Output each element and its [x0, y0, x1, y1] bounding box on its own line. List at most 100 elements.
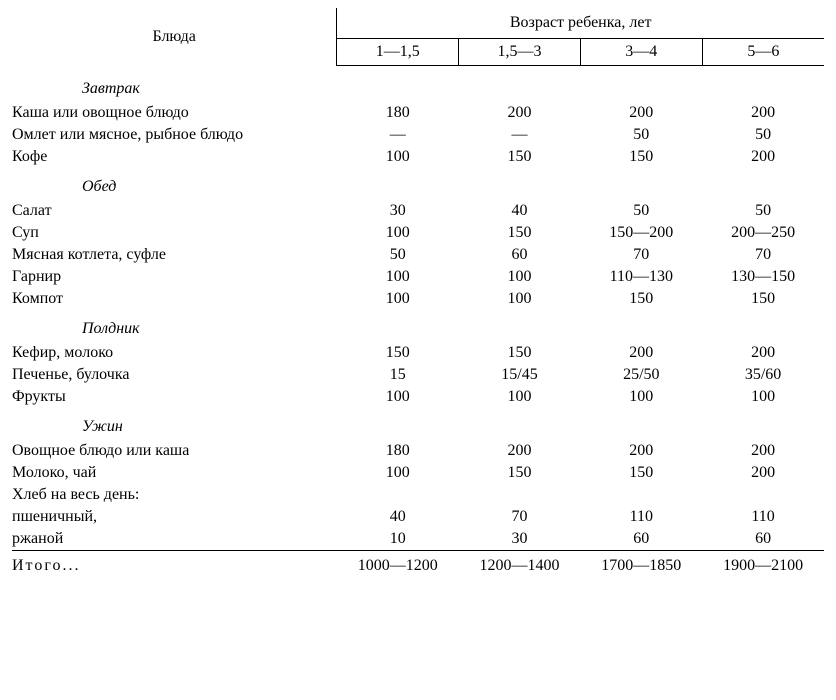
totals-cell: 1900—2100	[702, 551, 824, 578]
cell: 50	[580, 124, 702, 146]
meal-portions-table: Блюда Возраст ребенка, лет 1—1,5 1,5—3 3…	[12, 8, 824, 577]
cell: 110	[580, 506, 702, 528]
cell: 100	[337, 222, 459, 244]
totals-label: Итого...	[12, 551, 337, 578]
cell: 70	[459, 506, 581, 528]
section-title: Полдник	[12, 310, 824, 342]
section-title: Ужин	[12, 408, 824, 440]
dish-name: Компот	[12, 288, 337, 310]
table-row: Печенье, булочка 15 15/45 25/50 35/60	[12, 364, 824, 386]
cell: 150	[459, 146, 581, 168]
cell: 100	[459, 288, 581, 310]
table-row: Кофе 100 150 150 200	[12, 146, 824, 168]
cell	[337, 484, 459, 506]
dish-name: Каша или овощное блюдо	[12, 102, 337, 124]
totals-cell: 1200—1400	[459, 551, 581, 578]
cell: 200	[459, 440, 581, 462]
cell	[580, 484, 702, 506]
header-dishes: Блюда	[12, 8, 337, 66]
dish-name: Омлет или мясное, рыбное блюдо	[12, 124, 337, 146]
table-row: Хлеб на весь день:	[12, 484, 824, 506]
dish-name: ржаной	[12, 528, 337, 551]
table-row: Мясная котлета, суфле 50 60 70 70	[12, 244, 824, 266]
cell: 150—200	[580, 222, 702, 244]
cell: 100	[337, 462, 459, 484]
cell: 15/45	[459, 364, 581, 386]
cell: 110—130	[580, 266, 702, 288]
cell: 200	[702, 102, 824, 124]
cell: 30	[337, 200, 459, 222]
dish-name: Овощное блюдо или каша	[12, 440, 337, 462]
table-row: Омлет или мясное, рыбное блюдо — — 50 50	[12, 124, 824, 146]
table-header: Блюда Возраст ребенка, лет 1—1,5 1,5—3 3…	[12, 8, 824, 66]
cell: 150	[459, 342, 581, 364]
cell: 150	[580, 462, 702, 484]
cell: 10	[337, 528, 459, 551]
dish-name: Фрукты	[12, 386, 337, 408]
table-row: Суп 100 150 150—200 200—250	[12, 222, 824, 244]
header-age-super: Возраст ребенка, лет	[337, 8, 824, 39]
cell: 200	[580, 342, 702, 364]
cell: 110	[702, 506, 824, 528]
dish-name: Кефир, молоко	[12, 342, 337, 364]
table-row: Кефир, молоко 150 150 200 200	[12, 342, 824, 364]
cell: 60	[459, 244, 581, 266]
dish-name: Мясная котлета, суфле	[12, 244, 337, 266]
section-title: Обед	[12, 168, 824, 200]
cell: 100	[337, 146, 459, 168]
cell: 40	[459, 200, 581, 222]
cell: 150	[337, 342, 459, 364]
table-row: Молоко, чай 100 150 150 200	[12, 462, 824, 484]
cell: 15	[337, 364, 459, 386]
cell: 150	[459, 222, 581, 244]
totals-cell: 1700—1850	[580, 551, 702, 578]
cell: —	[459, 124, 581, 146]
cell: 200—250	[702, 222, 824, 244]
header-age-1: 1,5—3	[459, 39, 581, 66]
cell: 100	[337, 386, 459, 408]
header-age-0: 1—1,5	[337, 39, 459, 66]
cell: 50	[702, 200, 824, 222]
cell: 35/60	[702, 364, 824, 386]
cell: 100	[337, 288, 459, 310]
table-row: Компот 100 100 150 150	[12, 288, 824, 310]
cell: 100	[459, 386, 581, 408]
cell: 100	[459, 266, 581, 288]
table-row: Салат 30 40 50 50	[12, 200, 824, 222]
cell: 180	[337, 440, 459, 462]
cell: 30	[459, 528, 581, 551]
cell: 25/50	[580, 364, 702, 386]
cell: 150	[580, 146, 702, 168]
cell: 100	[337, 266, 459, 288]
cell: 130—150	[702, 266, 824, 288]
dish-name: Кофе	[12, 146, 337, 168]
header-age-3: 5—6	[702, 39, 824, 66]
dish-name: Молоко, чай	[12, 462, 337, 484]
dish-name: пшеничный,	[12, 506, 337, 528]
cell: —	[337, 124, 459, 146]
cell	[702, 484, 824, 506]
table-row: Овощное блюдо или каша 180 200 200 200	[12, 440, 824, 462]
cell: 70	[580, 244, 702, 266]
table-row: Каша или овощное блюдо 180 200 200 200	[12, 102, 824, 124]
cell: 100	[702, 386, 824, 408]
section-title: Завтрак	[12, 66, 824, 103]
dish-name: Хлеб на весь день:	[12, 484, 337, 506]
cell: 50	[337, 244, 459, 266]
cell: 60	[702, 528, 824, 551]
cell: 200	[702, 146, 824, 168]
cell: 150	[459, 462, 581, 484]
dish-name: Печенье, булочка	[12, 364, 337, 386]
cell: 150	[580, 288, 702, 310]
cell: 60	[580, 528, 702, 551]
cell: 200	[702, 440, 824, 462]
table-row: ржаной 10 30 60 60	[12, 528, 824, 551]
table-body: Завтрак Каша или овощное блюдо 180 200 2…	[12, 66, 824, 578]
header-age-2: 3—4	[580, 39, 702, 66]
totals-row: Итого... 1000—1200 1200—1400 1700—1850 1…	[12, 551, 824, 578]
cell: 180	[337, 102, 459, 124]
cell	[459, 484, 581, 506]
cell: 100	[580, 386, 702, 408]
cell: 200	[459, 102, 581, 124]
cell: 40	[337, 506, 459, 528]
